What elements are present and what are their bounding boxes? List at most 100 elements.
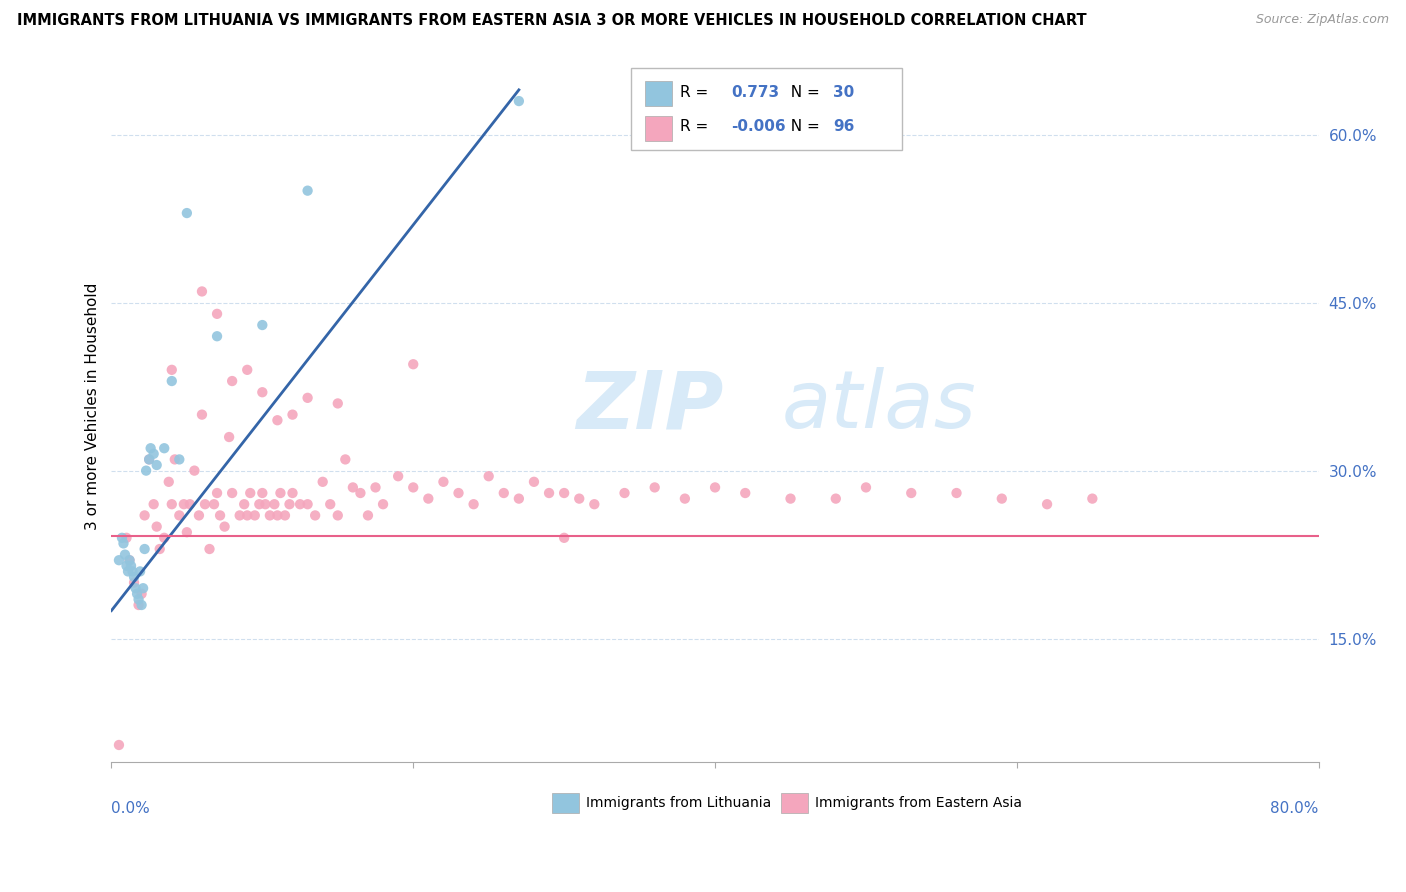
Point <box>269 486 291 500</box>
Point <box>118 553 141 567</box>
Point <box>194 497 217 511</box>
Point <box>149 541 172 556</box>
Point <box>432 475 454 489</box>
Point <box>124 581 146 595</box>
Point <box>157 475 180 489</box>
Point <box>508 94 530 108</box>
Point <box>138 452 160 467</box>
Point <box>209 508 232 523</box>
Point <box>145 519 167 533</box>
Point <box>1036 497 1059 511</box>
Text: 0.773: 0.773 <box>731 85 779 100</box>
Point <box>120 558 142 573</box>
Text: ZIP: ZIP <box>576 368 724 445</box>
Point <box>145 458 167 472</box>
Point <box>114 548 136 562</box>
Point <box>131 598 153 612</box>
Point <box>108 553 131 567</box>
Point <box>169 452 191 467</box>
Point <box>538 486 561 500</box>
Point <box>297 391 319 405</box>
Point <box>342 480 364 494</box>
Point <box>138 452 160 467</box>
Text: Source: ZipAtlas.com: Source: ZipAtlas.com <box>1256 13 1389 27</box>
Point <box>387 469 409 483</box>
Point <box>553 531 575 545</box>
Point <box>274 508 297 523</box>
Point <box>402 480 425 494</box>
Point <box>236 363 259 377</box>
Point <box>508 491 530 506</box>
Point <box>125 587 148 601</box>
Text: N =: N = <box>782 119 825 134</box>
Point <box>266 413 288 427</box>
Point <box>304 508 326 523</box>
Point <box>288 497 311 511</box>
Point <box>673 491 696 506</box>
Point <box>233 497 256 511</box>
Point <box>447 486 470 500</box>
Text: -0.006: -0.006 <box>731 119 786 134</box>
Point <box>221 486 243 500</box>
Point <box>153 441 176 455</box>
Point <box>187 508 209 523</box>
Point <box>179 497 201 511</box>
Point <box>402 357 425 371</box>
Point <box>583 497 606 511</box>
Point <box>281 408 304 422</box>
Point <box>900 486 922 500</box>
Point <box>463 497 485 511</box>
Point <box>613 486 636 500</box>
Point <box>523 475 546 489</box>
Point <box>418 491 440 506</box>
Point <box>142 497 165 511</box>
Point <box>1081 491 1104 506</box>
Text: Immigrants from Lithuania: Immigrants from Lithuania <box>586 796 770 810</box>
Point <box>134 508 156 523</box>
Point <box>160 374 183 388</box>
Bar <box>645 116 672 141</box>
Point <box>239 486 262 500</box>
Point <box>198 541 221 556</box>
Text: 96: 96 <box>834 119 855 134</box>
Point <box>118 553 141 567</box>
Point <box>326 508 349 523</box>
Point <box>734 486 756 500</box>
Point <box>236 508 259 523</box>
Point <box>553 486 575 500</box>
Point <box>644 480 666 494</box>
Point <box>176 525 198 540</box>
Point <box>176 206 198 220</box>
Point <box>128 598 150 612</box>
Text: 30: 30 <box>834 85 855 100</box>
Point <box>252 385 274 400</box>
Point <box>131 587 153 601</box>
Point <box>312 475 335 489</box>
Point <box>252 486 274 500</box>
Point <box>108 738 131 752</box>
Point <box>704 480 727 494</box>
Point <box>254 497 277 511</box>
Bar <box>782 793 808 813</box>
Point <box>191 285 214 299</box>
Point <box>115 531 138 545</box>
Point <box>364 480 387 494</box>
Point <box>112 536 135 550</box>
Point <box>297 184 319 198</box>
Point <box>779 491 801 506</box>
Point <box>252 318 274 332</box>
Point <box>122 570 145 584</box>
Y-axis label: 3 or more Vehicles in Household: 3 or more Vehicles in Household <box>86 283 100 530</box>
Point <box>115 558 138 573</box>
Point <box>266 508 288 523</box>
Point <box>263 497 285 511</box>
Point <box>132 581 155 595</box>
Point <box>117 565 139 579</box>
Bar <box>645 80 672 105</box>
Point <box>205 486 228 500</box>
Point <box>169 508 191 523</box>
Point <box>991 491 1014 506</box>
Point <box>247 497 270 511</box>
Point <box>134 541 156 556</box>
FancyBboxPatch shape <box>630 69 903 150</box>
